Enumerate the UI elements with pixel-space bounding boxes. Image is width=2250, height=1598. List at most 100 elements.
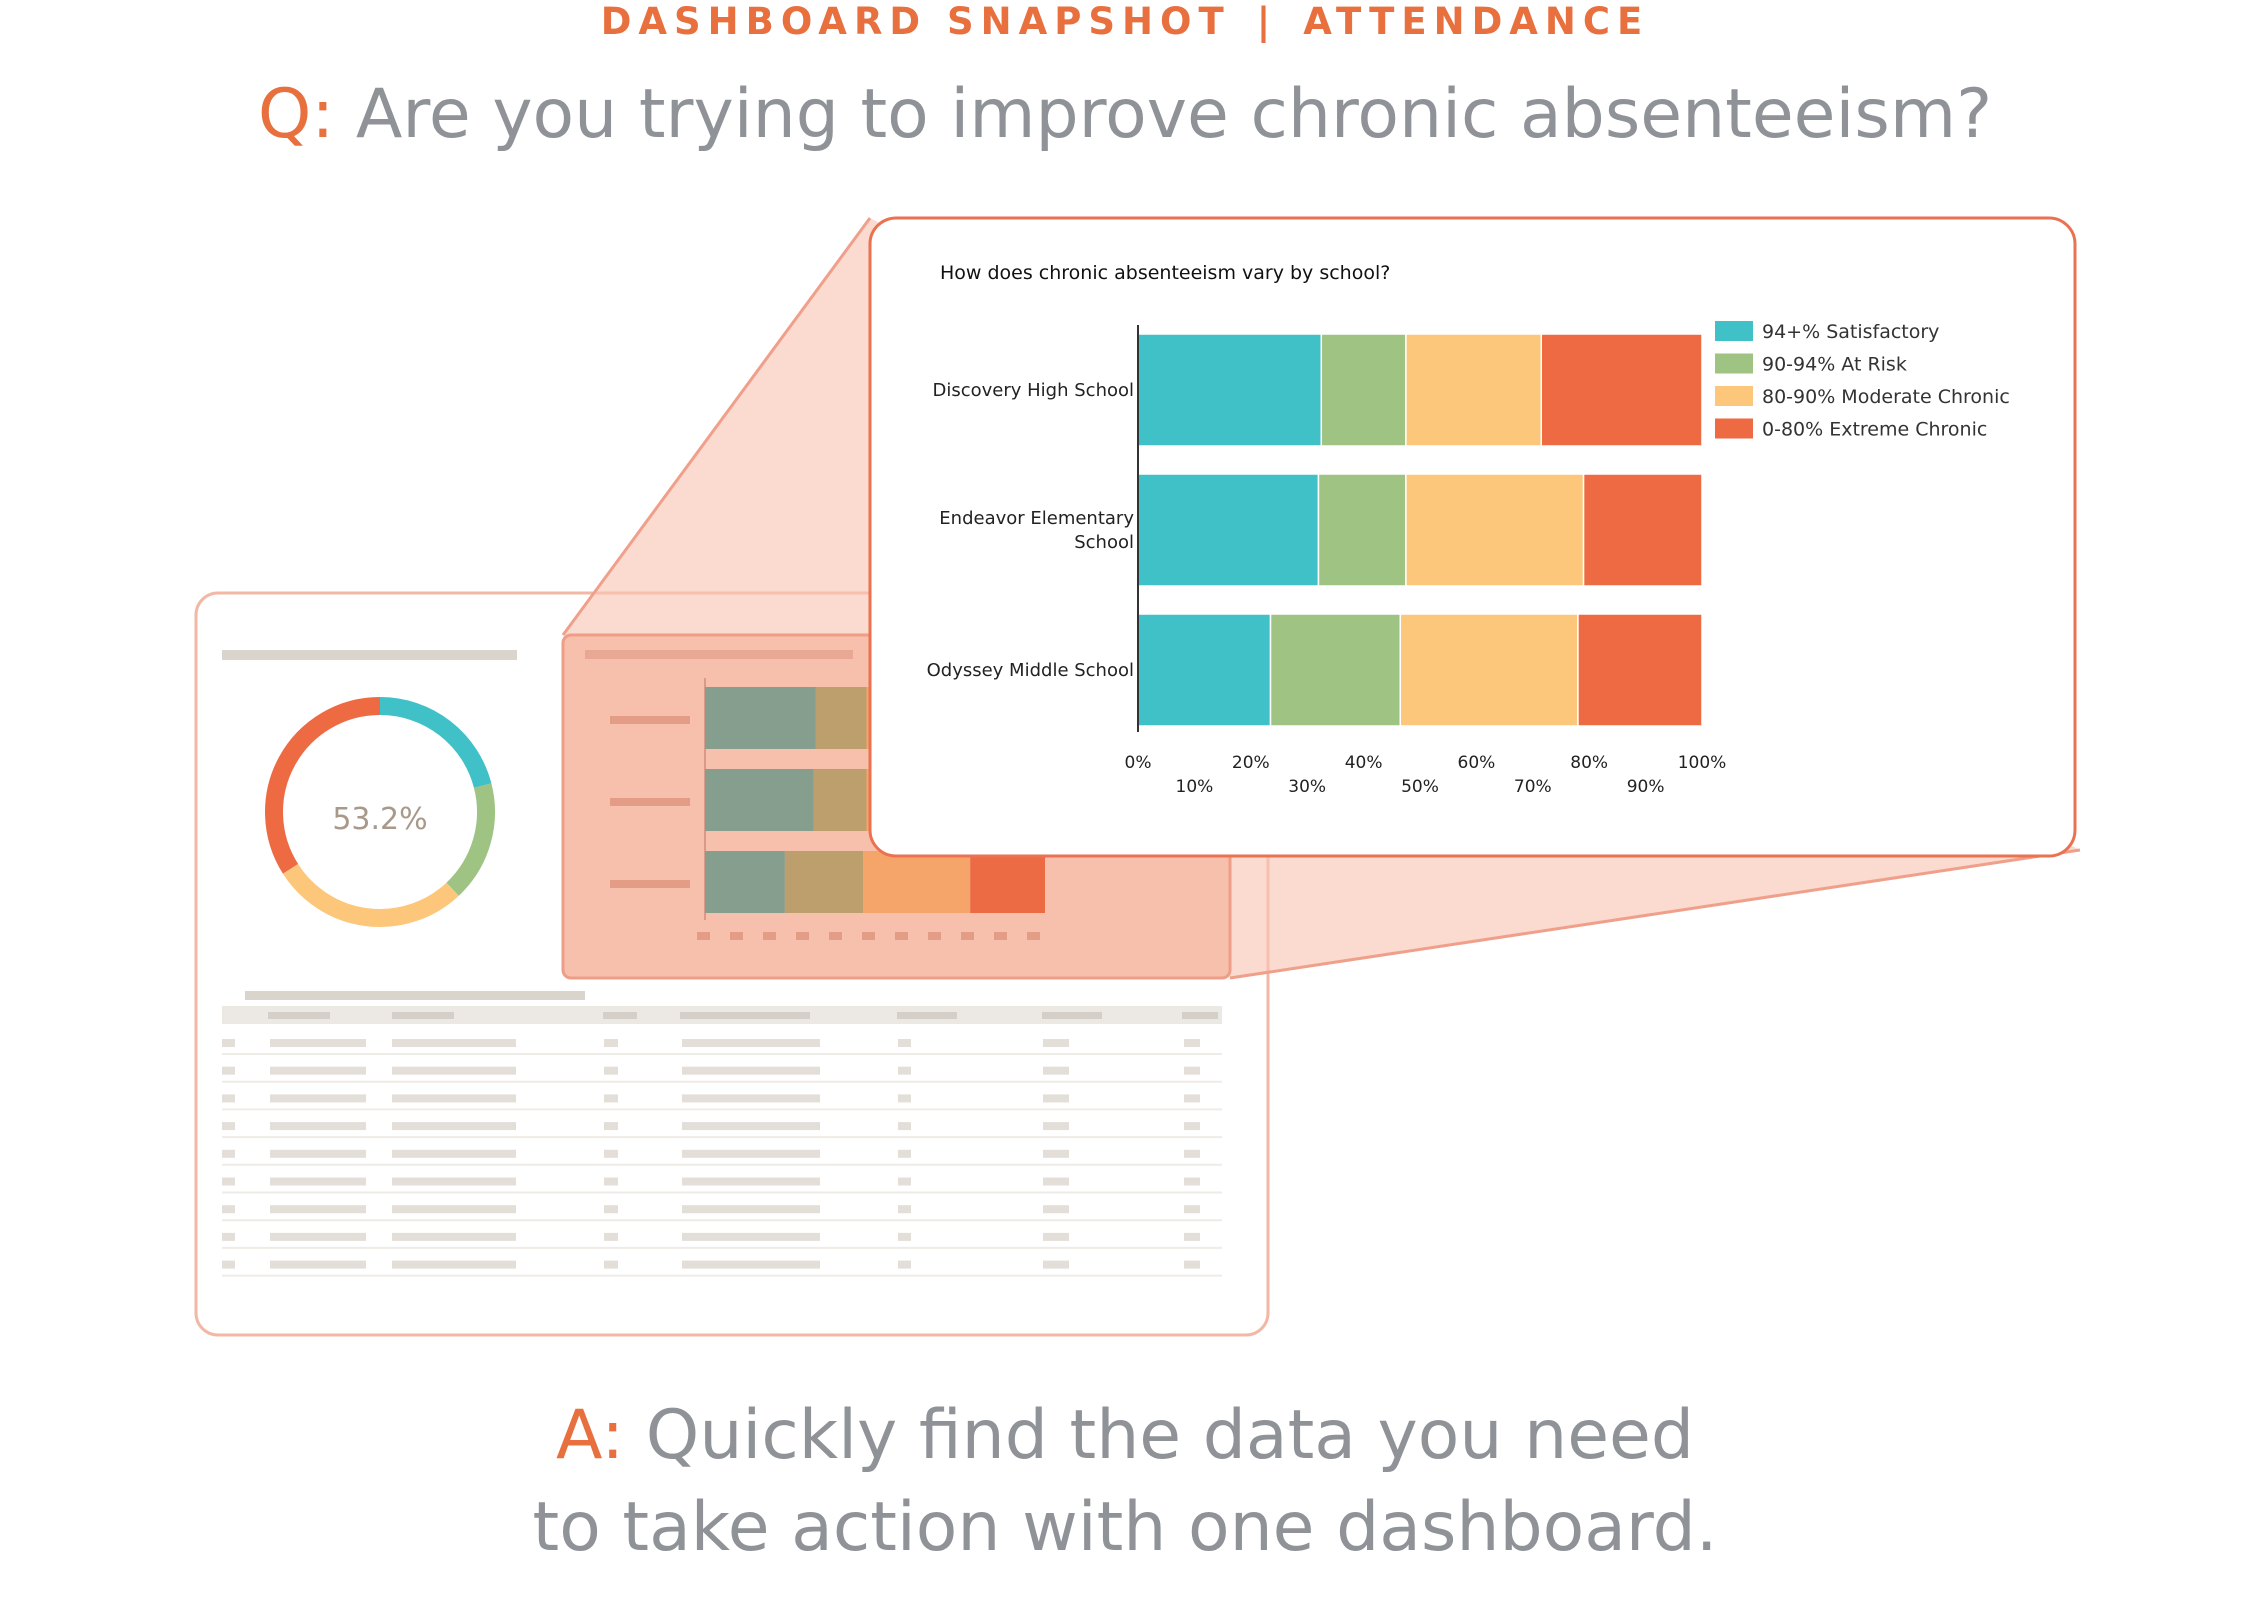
mini-table-title-placeholder bbox=[245, 991, 585, 1000]
mini-table-cell bbox=[682, 1039, 820, 1047]
mini-donut-chart bbox=[265, 697, 495, 927]
mini-tick-placeholder bbox=[829, 932, 842, 940]
kicker-attendance: ATTENDANCE bbox=[1303, 0, 1650, 43]
mini-table-cell bbox=[1043, 1260, 1069, 1269]
mini-table-cell bbox=[682, 1177, 820, 1186]
mini-table-cell bbox=[604, 1205, 618, 1214]
mini-table-cell bbox=[392, 1260, 516, 1269]
mini-category-placeholder bbox=[610, 880, 690, 888]
mini-table-cell bbox=[222, 1149, 235, 1158]
answer-prefix: A: bbox=[555, 1396, 625, 1475]
mini-bar-segment bbox=[784, 851, 864, 913]
mini-tick-placeholder bbox=[697, 932, 710, 940]
chart-legend: 94+% Satisfactory 90-94% At Risk 80-90% Mo… bbox=[1715, 321, 2010, 441]
bar-segment-3-1 bbox=[1137, 613, 1272, 727]
mini-table-cell bbox=[270, 1149, 366, 1158]
mini-table-header-cell bbox=[680, 1012, 810, 1019]
donut-center-label: 53.2% bbox=[332, 802, 427, 837]
mini-table-cell bbox=[682, 1066, 820, 1075]
mini-table-cell bbox=[1043, 1205, 1069, 1214]
mini-tick-placeholder bbox=[994, 932, 1007, 940]
legend-swatch-4 bbox=[1715, 418, 1753, 439]
mini-table-cell bbox=[1043, 1149, 1069, 1158]
mini-tick-placeholder bbox=[763, 932, 776, 940]
x-tick-label: 40% bbox=[1345, 753, 1383, 773]
category-label-1: Discovery High School bbox=[933, 380, 1135, 401]
mini-table-cell bbox=[682, 1094, 820, 1103]
mini-table-cell bbox=[604, 1122, 618, 1131]
mini-table-cell bbox=[222, 1039, 235, 1047]
chart-x-ticks: 0% 20% 40% 60% 80% 100% 10% 30% 50% 70% 90% bbox=[1125, 753, 1727, 797]
mini-table-cell bbox=[392, 1149, 516, 1158]
mini-table-cell bbox=[392, 1122, 516, 1131]
mini-table-cell bbox=[898, 1039, 911, 1047]
mini-table-cell bbox=[1184, 1232, 1200, 1241]
mini-table-cell bbox=[392, 1177, 516, 1186]
mini-table-cell bbox=[604, 1260, 618, 1269]
x-tick-label: 0% bbox=[1125, 753, 1152, 773]
bar-segment-2-1 bbox=[1137, 473, 1320, 587]
mini-table-cell bbox=[682, 1122, 820, 1131]
mini-table-header-cell bbox=[1042, 1012, 1102, 1019]
legend-swatch-3 bbox=[1715, 386, 1753, 406]
donut-segment-1 bbox=[379, 697, 492, 789]
mini-tick-placeholder bbox=[961, 932, 974, 940]
mini-table-cell bbox=[682, 1149, 820, 1158]
legend-label-3: 80-90% Moderate Chronic bbox=[1762, 386, 2010, 408]
mini-table-header-cell bbox=[897, 1012, 957, 1019]
bar-segment-1-3 bbox=[1405, 333, 1543, 447]
mini-table-header-cell bbox=[1182, 1012, 1218, 1019]
category-label-line: Endeavor Elementary bbox=[939, 508, 1134, 529]
legend-label-1: 94+% Satisfactory bbox=[1762, 321, 1939, 343]
question-heading: Q: Are you trying to improve chronic abs… bbox=[0, 70, 2250, 160]
bar-segment-2-2 bbox=[1317, 473, 1407, 587]
answer-line-1-text: Quickly find the data you need bbox=[624, 1396, 1695, 1475]
mini-bar-segment bbox=[705, 851, 785, 913]
mini-bar-segment bbox=[705, 769, 814, 831]
mini-table-cell bbox=[270, 1094, 366, 1103]
mini-bar-segment bbox=[815, 687, 867, 749]
mini-table-cell bbox=[222, 1177, 235, 1186]
section-kicker: DASHBOARD SNAPSHOT | ATTENDANCE bbox=[0, 0, 2250, 44]
x-tick-label: 100% bbox=[1678, 753, 1727, 773]
mini-table-cell bbox=[898, 1205, 911, 1214]
mini-tick-placeholder bbox=[928, 932, 941, 940]
mini-table-cell bbox=[270, 1205, 366, 1214]
donut-segment-2 bbox=[446, 783, 495, 896]
mini-table-cell bbox=[392, 1094, 516, 1103]
mini-table-cell bbox=[604, 1232, 618, 1241]
mini-table-cell bbox=[1184, 1149, 1200, 1158]
legend-label-4: 0-80% Extreme Chronic bbox=[1762, 419, 1987, 441]
mini-bar-segment bbox=[863, 851, 971, 913]
mini-panel-title-placeholder bbox=[585, 650, 853, 659]
mini-table-cell bbox=[222, 1066, 235, 1075]
mini-table-cell bbox=[604, 1094, 618, 1103]
mini-table-cell bbox=[270, 1260, 366, 1269]
category-label-line: Odyssey Middle School bbox=[927, 660, 1134, 681]
mini-table-cell bbox=[222, 1094, 235, 1103]
mini-table-header-cell bbox=[392, 1012, 454, 1019]
mini-table-cell bbox=[898, 1177, 911, 1186]
mini-bar-segment bbox=[813, 769, 867, 831]
mini-table-header-cell bbox=[268, 1012, 330, 1019]
mini-table-cell bbox=[604, 1149, 618, 1158]
mini-category-placeholder bbox=[610, 798, 690, 806]
zoom-connector-edge-top bbox=[561, 217, 872, 636]
mini-table-cell bbox=[270, 1232, 366, 1241]
mini-table-cell bbox=[392, 1039, 516, 1047]
mini-bar-segment bbox=[705, 687, 816, 749]
answer-line-2: to take action with one dashboard. bbox=[532, 1488, 1718, 1567]
mini-bar-segment bbox=[970, 851, 1045, 913]
mini-table-cell bbox=[270, 1066, 366, 1075]
mini-table-cell bbox=[898, 1094, 911, 1103]
mini-table-cell bbox=[1184, 1066, 1200, 1075]
mini-table-cell bbox=[1043, 1039, 1069, 1047]
kicker-dashboard-snapshot: DASHBOARD SNAPSHOT bbox=[600, 0, 1231, 43]
mini-table-cell bbox=[604, 1177, 618, 1186]
mini-table-cell bbox=[392, 1066, 516, 1075]
donut-segment-4 bbox=[265, 697, 381, 874]
chart-category-labels: Discovery High School Endeavor Elementary… bbox=[927, 380, 1135, 681]
mini-table-cell bbox=[898, 1122, 911, 1131]
category-label-2: Endeavor Elementary School bbox=[939, 508, 1134, 553]
mini-table-cell bbox=[682, 1260, 820, 1269]
